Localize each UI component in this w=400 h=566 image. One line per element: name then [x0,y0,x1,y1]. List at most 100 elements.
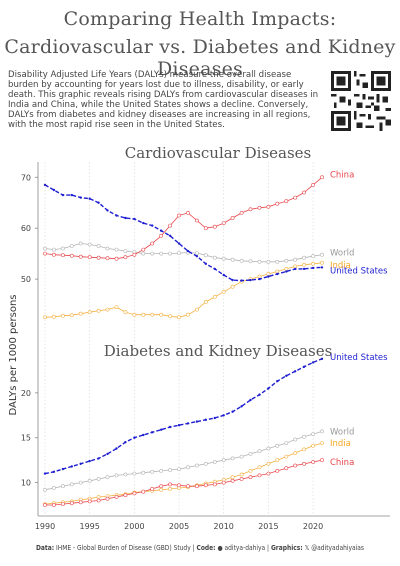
data-point [105,496,110,501]
y-tick-label: 50 [21,275,31,284]
series-line-india [44,262,323,318]
data-point [194,218,199,223]
data-point [168,251,173,256]
data-point [43,503,47,507]
data-point [239,258,244,263]
data-point [70,193,74,197]
data-point [320,252,324,257]
data-point [257,473,262,478]
data-point [267,275,270,278]
data-point [43,487,47,492]
data-point [123,472,128,477]
data-point [160,229,163,232]
series-line-united-states [44,184,323,282]
data-point [61,313,65,318]
data-point [106,209,109,212]
data-point [150,241,155,246]
data-point [132,471,137,476]
data-point [87,478,92,483]
y-tick-label: 70 [21,173,31,182]
data-point [186,249,190,253]
data-point [293,195,298,200]
data-point [159,251,164,256]
data-point [69,501,74,506]
data-point [123,310,128,315]
data-point [203,253,208,258]
data-point [88,197,91,200]
series-label: World [330,427,354,437]
data-point [96,495,101,499]
data-point [284,466,289,471]
data-point [302,365,306,368]
data-point [284,258,289,263]
data-point [275,468,280,473]
data-point [230,478,235,483]
x-tick-label: 2000 [124,522,144,531]
data-point [266,204,271,209]
data-point [294,267,297,271]
data-point [88,459,91,463]
data-point [168,234,172,238]
data-point [177,213,181,218]
data-point [293,264,298,269]
footer-graphics-author: @adityadahiyaias [311,544,365,552]
data-point [284,199,289,204]
data-point [177,251,181,256]
data-point [257,259,262,264]
data-point [52,188,56,192]
data-point [221,480,226,485]
y-tick-label: 20 [21,389,31,398]
data-point [239,472,244,477]
data-point [159,312,164,317]
y-tick-label: 10 [21,479,31,488]
data-point [115,447,118,450]
data-point [186,484,190,489]
data-point [194,463,199,468]
data-point [150,251,155,256]
data-point [96,498,101,503]
data-point [275,259,280,264]
data-point [221,221,226,226]
data-point [212,255,217,260]
data-point [168,468,173,472]
data-point [105,246,110,251]
data-point [70,465,74,468]
data-point [231,278,234,282]
data-point [61,253,65,258]
series-label: China [330,458,354,468]
data-point [78,480,83,485]
data-point [230,284,235,289]
data-point [114,495,119,499]
data-point [212,294,217,299]
data-point [124,441,127,444]
data-point [43,183,47,187]
data-point [43,246,47,251]
data-point [159,233,164,238]
data-point [230,257,235,262]
data-point [302,255,307,260]
github-icon: ● [217,544,223,552]
data-point [221,289,226,294]
data-point [69,244,74,248]
data-point [132,312,137,317]
data-point [276,272,279,276]
data-point [105,475,110,480]
data-point [257,465,262,470]
data-point [203,483,208,488]
data-point [311,266,315,270]
data-point [302,447,307,452]
data-point [114,305,119,310]
data-point [275,458,280,463]
data-point [96,308,101,313]
data-point [266,471,271,476]
data-point [204,262,208,265]
data-point [230,456,235,461]
data-point [311,443,316,448]
data-point [96,477,101,481]
data-point [195,255,199,258]
data-point [311,432,316,437]
y-axis-label: DALYs per 1000 persons [8,294,19,415]
data-point [212,460,217,464]
series-line-india [44,442,323,505]
data-point [105,256,110,261]
